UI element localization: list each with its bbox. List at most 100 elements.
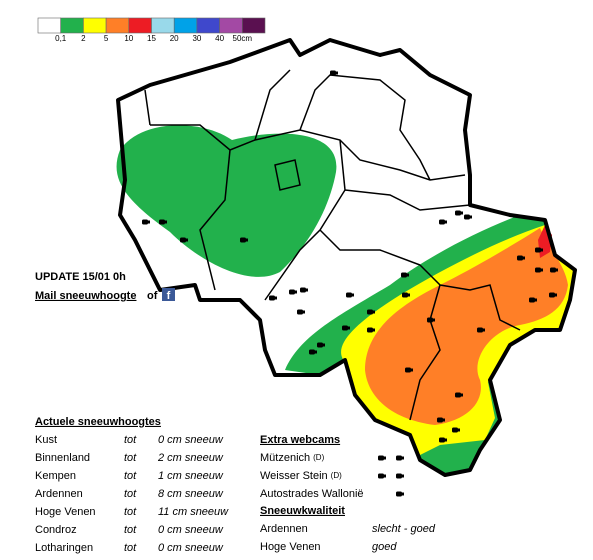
webcam-icon[interactable] [529, 297, 535, 303]
webcam-icon[interactable] [439, 219, 445, 225]
webcam-icon-lens[interactable] [408, 293, 410, 297]
webcam-icon-lens[interactable] [541, 268, 543, 272]
webcams-list: Mützenich (D)Weisser Stein (D)Autostrades … [260, 452, 404, 500]
webcam-icon[interactable] [367, 327, 373, 333]
webcam-icon[interactable] [342, 325, 348, 331]
webcam-icon-lens[interactable] [555, 293, 557, 297]
webcam-icon[interactable] [269, 295, 275, 301]
webcam-icon-lens[interactable] [315, 350, 317, 354]
webcam-icon-lens[interactable] [433, 318, 435, 322]
facebook-icon-letter[interactable]: f [167, 290, 171, 302]
webcam-icon-lens[interactable] [303, 310, 305, 314]
webcam-icon[interactable] [240, 237, 246, 243]
webcam-icon-lens[interactable] [535, 298, 537, 302]
legend-swatch [242, 17, 266, 34]
webcam-icon-lens[interactable] [411, 368, 413, 372]
webcam-icon[interactable] [549, 292, 555, 298]
facebook-icon[interactable] [162, 288, 175, 301]
webcam-icon[interactable] [427, 317, 433, 323]
webcam-icon-lens[interactable] [483, 328, 485, 332]
webcam-icon[interactable] [439, 437, 445, 443]
webcam-icon[interactable] [289, 289, 295, 295]
webcam-icon-lens[interactable] [443, 418, 445, 422]
webcam-icon-lens[interactable] [541, 248, 543, 252]
webcam-icon[interactable] [297, 309, 303, 315]
webcam-icon-lens[interactable] [445, 220, 447, 224]
webcam-icon[interactable] [346, 292, 352, 298]
webcam-icon[interactable] [330, 70, 336, 76]
legend-swatch [219, 17, 243, 34]
webcam-icon[interactable] [405, 367, 411, 373]
webcam-icon[interactable] [309, 349, 315, 355]
snow-depths-table: Kust tot 0 cm sneeuw Binnenland tot 2 cm snee… [35, 434, 229, 554]
webcam-icon-lens[interactable] [402, 474, 404, 478]
webcam-icon-lens[interactable] [458, 428, 460, 432]
webcam-icon-lens[interactable] [165, 220, 167, 224]
snow-quality-table: Ardennen slecht - goed Hoge Venen goed [260, 523, 436, 553]
legend: 0,1 2 5 10 15 20 30 40 50cm [37, 17, 266, 43]
webcam-icon-lens[interactable] [384, 456, 386, 460]
webcam-icon[interactable] [452, 427, 458, 433]
webcam-icon[interactable] [396, 473, 402, 479]
webcam-icon-lens[interactable] [275, 296, 277, 300]
mail-link[interactable]: Mail sneeuwhoogte [35, 290, 136, 302]
webcam-icon-lens[interactable] [336, 71, 338, 75]
webcam-icon-lens[interactable] [148, 220, 150, 224]
webcam-icon[interactable] [142, 219, 148, 225]
webcam-icon[interactable] [401, 272, 407, 278]
webcam-icon-lens[interactable] [523, 256, 525, 260]
webcam-icon[interactable] [180, 237, 186, 243]
webcam-icon[interactable] [437, 417, 443, 423]
webcam-icon[interactable] [535, 247, 541, 253]
webcam-icon[interactable] [367, 309, 373, 315]
webcam-icon[interactable] [396, 491, 402, 497]
webcam-country: (D) [313, 453, 324, 462]
region-name: Hoge Venen [35, 506, 96, 518]
webcam-icon-lens[interactable] [461, 211, 463, 215]
webcam-icon-lens[interactable] [306, 288, 308, 292]
webcam-icon[interactable] [402, 292, 408, 298]
webcam-icon[interactable] [378, 473, 384, 479]
webcam-icon-lens[interactable] [556, 268, 558, 272]
webcam-icon-lens[interactable] [352, 293, 354, 297]
webcam-icon-lens[interactable] [407, 273, 409, 277]
webcam-icons [142, 70, 558, 443]
webcam-icon-lens[interactable] [373, 328, 375, 332]
webcam-icon[interactable] [159, 219, 165, 225]
webcam-icon[interactable] [535, 267, 541, 273]
webcam-icon-lens[interactable] [186, 238, 188, 242]
depth-prefix: tot [124, 524, 137, 536]
webcam-icon-lens[interactable] [295, 290, 297, 294]
legend-swatch [196, 17, 220, 34]
webcam-icon[interactable] [550, 267, 556, 273]
webcam-icon-lens[interactable] [402, 492, 404, 496]
region-name: Kempen [35, 470, 76, 482]
legend-label: 5 [104, 34, 109, 43]
webcam-name[interactable]: Weisser Stein [260, 470, 328, 482]
webcam-icon[interactable] [300, 287, 306, 293]
webcam-icon-lens[interactable] [246, 238, 248, 242]
webcam-name[interactable]: Mützenich [260, 452, 310, 464]
webcam-icon[interactable] [477, 327, 483, 333]
legend-label: 0,1 [55, 34, 67, 43]
webcam-icon-lens[interactable] [384, 474, 386, 478]
webcam-icon-lens[interactable] [470, 215, 472, 219]
webcam-icon-lens[interactable] [402, 456, 404, 460]
webcam-icon[interactable] [378, 455, 384, 461]
webcam-icon-lens[interactable] [323, 343, 325, 347]
webcam-icon[interactable] [455, 210, 461, 216]
snow-quality-title: Sneeuwkwaliteit [260, 505, 345, 517]
depth-prefix: tot [124, 434, 137, 446]
webcam-icon[interactable] [464, 214, 470, 220]
webcam-icon-lens[interactable] [461, 393, 463, 397]
webcam-name[interactable]: Autostrades Wallonië [260, 488, 364, 500]
webcam-icon[interactable] [317, 342, 323, 348]
webcam-icon-lens[interactable] [348, 326, 350, 330]
quality-value: goed [372, 541, 397, 553]
webcam-icon[interactable] [517, 255, 523, 261]
webcam-icon[interactable] [455, 392, 461, 398]
webcam-icon-lens[interactable] [445, 438, 447, 442]
webcam-icon-lens[interactable] [373, 310, 375, 314]
webcam-icon[interactable] [396, 455, 402, 461]
